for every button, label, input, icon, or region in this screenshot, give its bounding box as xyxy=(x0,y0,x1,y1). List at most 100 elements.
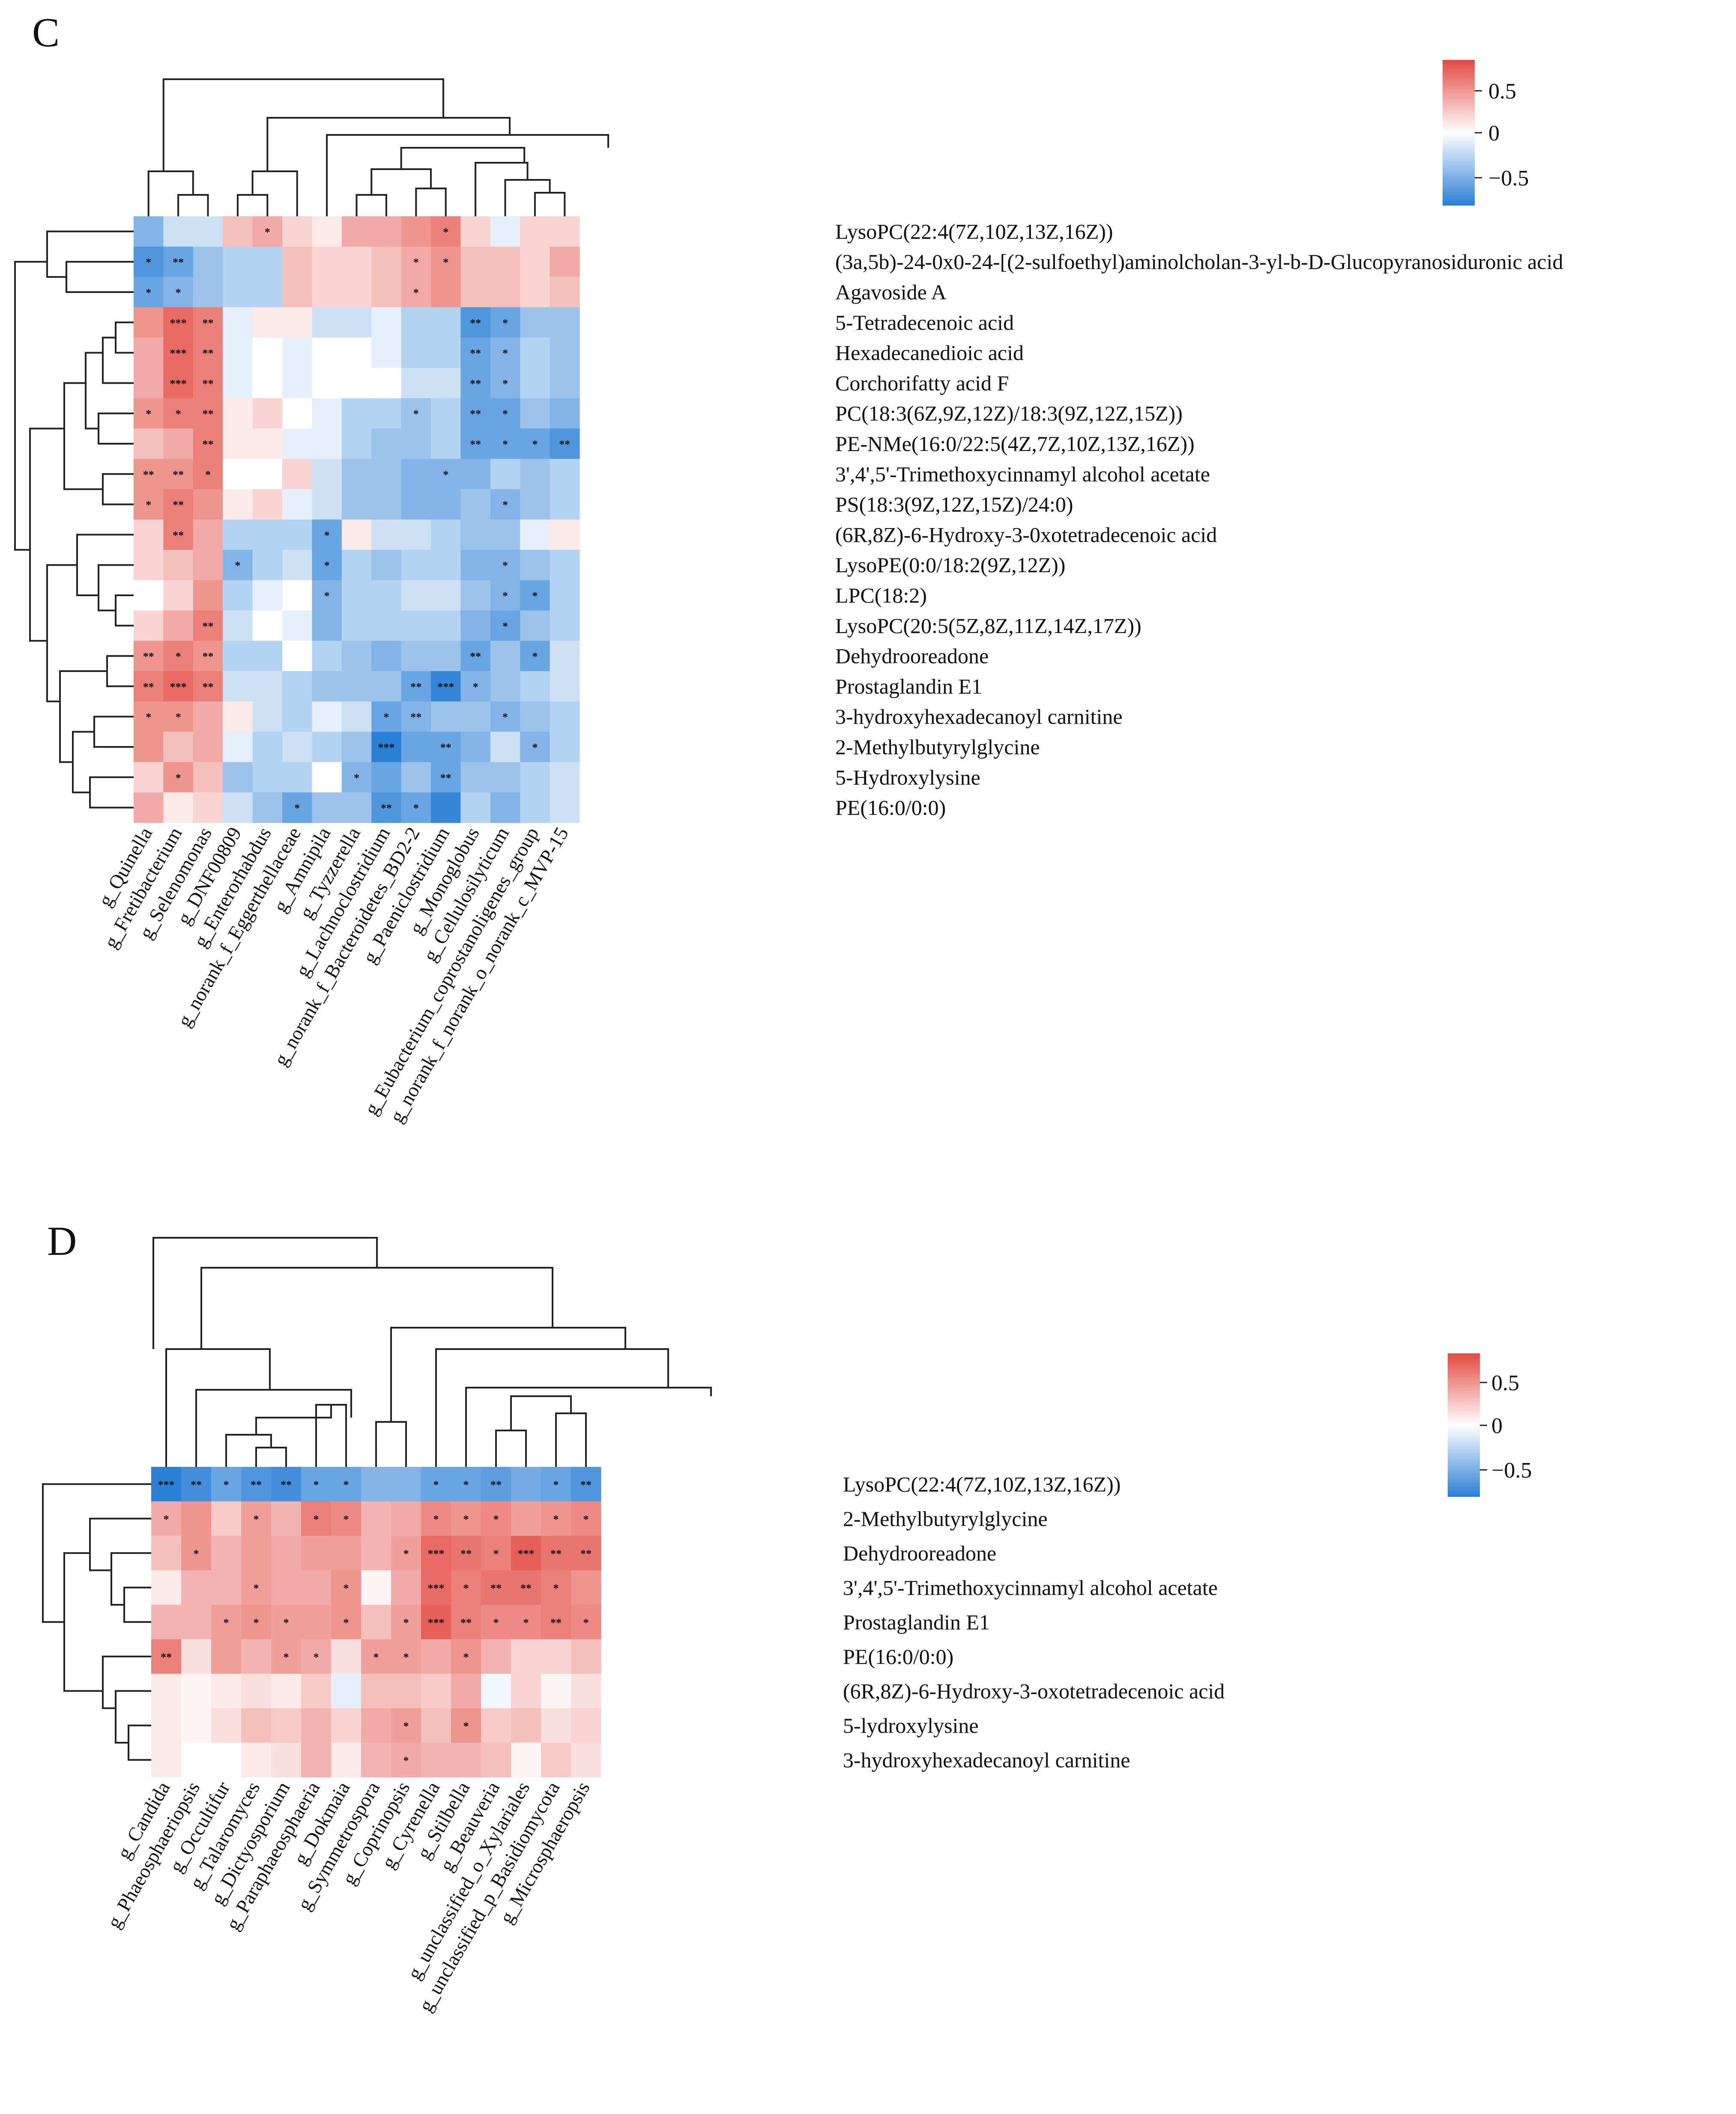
heatmap-cell xyxy=(490,580,520,611)
heatmap-cell xyxy=(282,277,312,308)
heatmap-cell xyxy=(550,246,580,278)
heatmap-cell xyxy=(312,701,342,732)
significance-mark: ** xyxy=(251,1478,262,1491)
heatmap-cell xyxy=(541,1743,571,1778)
heatmap-cell xyxy=(490,489,520,520)
heatmap-cell xyxy=(541,1467,571,1502)
row-label: Dehydrooreadone xyxy=(835,644,989,668)
heatmap-cell xyxy=(401,762,431,793)
significance-mark: * xyxy=(344,1616,349,1629)
heatmap-cell xyxy=(481,1467,511,1502)
significance-mark: ** xyxy=(191,1478,202,1491)
heatmap-cell xyxy=(371,489,402,520)
heatmap-cell xyxy=(541,1605,571,1640)
heatmap-cell xyxy=(312,398,342,429)
heatmap-cell xyxy=(252,520,283,550)
heatmap-cell xyxy=(181,1570,212,1605)
heatmap-cell xyxy=(550,398,580,429)
heatmap-cell xyxy=(134,368,164,399)
heatmap-cell xyxy=(163,398,194,429)
heatmap-cell xyxy=(401,459,431,490)
heatmap-cell xyxy=(331,1639,362,1674)
heatmap-cell xyxy=(490,762,520,793)
significance-mark: *** xyxy=(428,1616,445,1629)
heatmap-cell xyxy=(223,520,253,550)
heatmap-cell xyxy=(401,732,431,762)
heatmap-cell xyxy=(181,1467,212,1502)
heatmap-cell xyxy=(451,1501,481,1536)
heatmap-cell xyxy=(193,216,223,247)
heatmap-cell xyxy=(421,1501,451,1536)
heatmap-cell xyxy=(252,701,283,732)
heatmap-cell xyxy=(341,549,372,581)
dendrogram-branch xyxy=(123,1586,151,1623)
heatmap-cell xyxy=(312,610,342,641)
significance-mark: ** xyxy=(410,711,421,723)
heatmap-cell xyxy=(490,792,520,823)
heatmap-cell xyxy=(460,337,491,368)
heatmap-cell xyxy=(520,307,550,338)
row-label: (6R,8Z)-6-Hydroxy-3-0xotetradecenoic aci… xyxy=(835,523,1217,546)
dendrogram-branch xyxy=(89,776,134,809)
heatmap-cell xyxy=(252,277,283,308)
heatmap-cell xyxy=(341,368,372,399)
significance-mark: ** xyxy=(460,1547,472,1560)
heatmap-cell xyxy=(401,216,431,247)
heatmap-cell xyxy=(193,307,223,338)
heatmap-cell xyxy=(520,610,550,641)
panel-c-colorbar-gradient xyxy=(1443,60,1475,206)
heatmap-cell xyxy=(451,1605,481,1640)
heatmap-cell xyxy=(361,1570,391,1605)
significance-mark: * xyxy=(146,408,151,420)
heatmap-cell xyxy=(282,732,312,762)
dendrogram-branch xyxy=(42,1483,151,1623)
heatmap-cell xyxy=(421,1467,451,1502)
heatmap-cell xyxy=(391,1536,421,1571)
heatmap-cell xyxy=(401,398,431,429)
heatmap-cell xyxy=(460,398,491,429)
significance-mark: * xyxy=(146,287,151,299)
dendrogram-branch xyxy=(236,194,269,216)
heatmap-cell xyxy=(481,1743,511,1778)
dendrogram-branch xyxy=(115,1690,151,1744)
heatmap-cell xyxy=(401,307,431,338)
significance-mark: ** xyxy=(580,1478,592,1491)
heatmap-cell xyxy=(401,580,431,611)
heatmap-cell xyxy=(312,641,342,672)
panel-c-cells: * ** ** * ** * **** ** ** **** ** ** **** ** ** ** * ** * *… xyxy=(134,216,580,823)
significance-mark: ** xyxy=(580,1547,592,1560)
heatmap-cell xyxy=(421,1639,451,1674)
significance-mark: * xyxy=(413,287,419,299)
significance-mark: * xyxy=(583,1513,589,1526)
heatmap-cell xyxy=(282,307,312,338)
heatmap-cell xyxy=(134,610,164,641)
heatmap-cell xyxy=(271,1674,302,1709)
dendrogram-branch xyxy=(106,655,134,687)
heatmap-cell xyxy=(163,489,194,520)
heatmap-cell xyxy=(151,1570,182,1605)
heatmap-cell xyxy=(341,216,372,247)
heatmap-cell xyxy=(252,216,283,247)
heatmap-cell xyxy=(241,1570,272,1605)
heatmap-cell xyxy=(223,549,253,581)
heatmap-cell xyxy=(401,337,431,368)
heatmap-cell xyxy=(460,671,491,702)
heatmap-cell xyxy=(460,762,491,793)
significance-mark: * xyxy=(433,1513,439,1526)
dendrogram-branch xyxy=(93,716,134,748)
heatmap-cell xyxy=(271,1570,302,1605)
heatmap-cell xyxy=(193,792,223,823)
heatmap-cell xyxy=(341,580,372,611)
heatmap-cell xyxy=(252,610,283,641)
panel-d-colorbar-label: 0 xyxy=(1491,1414,1503,1438)
significance-mark: ** xyxy=(203,317,214,329)
heatmap-cell xyxy=(520,216,550,247)
significance-mark: ** xyxy=(173,469,184,481)
heatmap-cell xyxy=(223,489,253,520)
heatmap-cell xyxy=(223,762,253,793)
heatmap-cell xyxy=(193,368,223,399)
heatmap-cell xyxy=(431,762,461,793)
dendrogram-branch xyxy=(435,1348,669,1467)
heatmap-cell xyxy=(312,368,342,399)
heatmap-cell xyxy=(151,1467,182,1502)
